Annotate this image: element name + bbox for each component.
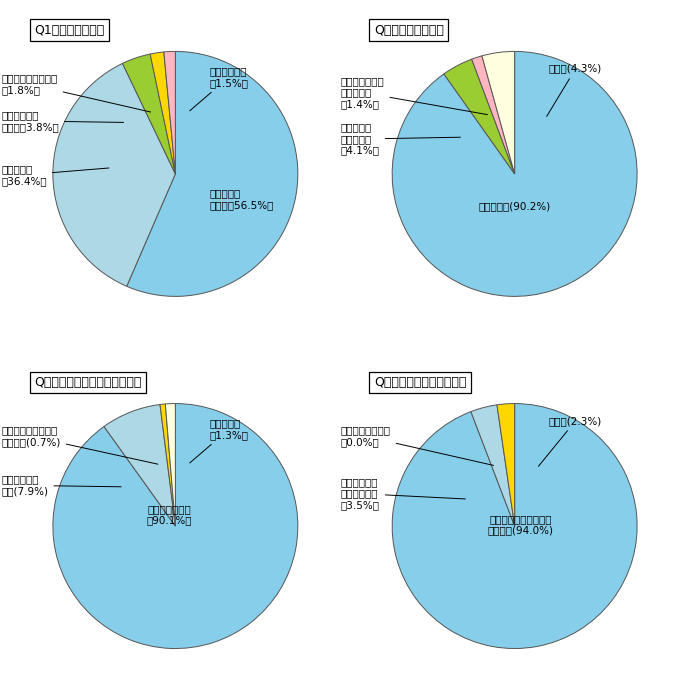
Wedge shape [497,403,515,526]
Text: 県が、引き続き、取り
組むべき(94.0%): 県が、引き続き、取り 組むべき(94.0%) [488,514,554,536]
Wedge shape [150,52,175,174]
Text: どちらともい
えない（3.8%）: どちらともい えない（3.8%） [1,110,124,132]
Text: 取り組む必要なし
（0.0%）: 取り組む必要なし （0.0%） [341,426,493,466]
Text: 所有者自身が
取り組むべき
（3.5%）: 所有者自身が 取り組むべき （3.5%） [341,477,465,510]
Text: 大いに評価
できる（56.5%）: 大いに評価 できる（56.5%） [210,188,274,210]
Wedge shape [472,56,515,174]
Text: 聞いたことが
ある(7.9%): 聞いたことが ある(7.9%) [1,475,121,496]
Wedge shape [53,63,175,286]
Wedge shape [104,405,175,526]
Wedge shape [160,404,175,526]
Wedge shape [166,403,175,526]
Wedge shape [123,54,175,174]
Text: 負担を求めるべ
きではない
（1.4%）: 負担を求めるべ きではない （1.4%） [341,76,487,114]
Text: Q２　現在の税負担: Q２ 現在の税負担 [374,24,444,37]
Text: その他(2.3%): その他(2.3%) [538,416,602,466]
Wedge shape [53,403,298,649]
Text: 評価できる
（36.4%）: 評価できる （36.4%） [1,164,109,186]
Wedge shape [127,51,298,297]
Text: 問題として認識
（90.1%）: 問題として認識 （90.1%） [146,504,192,525]
Wedge shape [164,51,175,174]
Wedge shape [392,403,637,649]
Text: Q４　今後の事業のあり方: Q４ 今後の事業のあり方 [374,376,466,389]
Text: Q３　荒廃森林の顕在化の認識: Q３ 荒廃森林の顕在化の認識 [34,376,142,389]
Text: 評価出来ない
（1.5%）: 評価出来ない （1.5%） [190,66,248,111]
Text: 理解できる(90.2%): 理解できる(90.2%) [478,201,551,211]
Wedge shape [444,59,515,174]
Text: あまり評価出来ない
（1.8%）: あまり評価出来ない （1.8%） [1,73,150,112]
Text: その他(4.3%): その他(4.3%) [546,64,602,116]
Text: 理解するが
負担大きい
（4.1%）: 理解するが 負担大きい （4.1%） [341,123,460,156]
Wedge shape [392,51,637,297]
Text: Q1　現事業の評価: Q1 現事業の評価 [34,24,105,37]
Wedge shape [471,405,515,526]
Wedge shape [482,51,515,174]
Text: 重要な問題とは考え
られない(0.7%): 重要な問題とは考え られない(0.7%) [1,426,158,464]
Text: わからない
（1.3%）: わからない （1.3%） [190,419,248,463]
